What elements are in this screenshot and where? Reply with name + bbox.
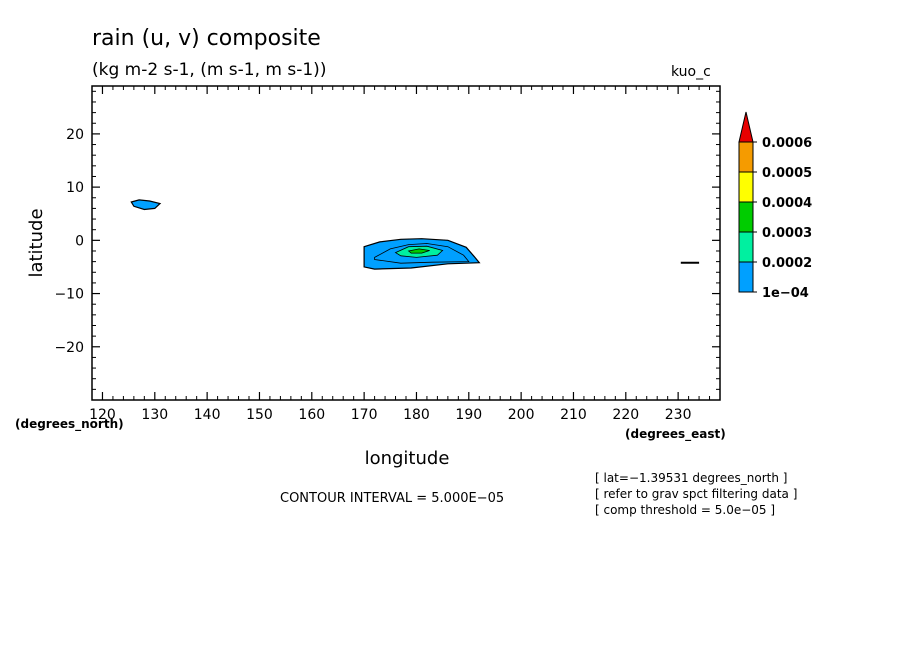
contour-region-0	[130, 199, 162, 211]
x-tick-label: 120	[89, 407, 116, 423]
chart-title: rain (u, v) composite	[92, 26, 321, 51]
y-tick-label: −10	[54, 287, 84, 303]
colorbar-extend-triangle	[738, 111, 754, 143]
x-tick-label: 170	[351, 407, 378, 423]
x-tick-labels: 120 130 140 150 160 170 180 190 200 210 220 230	[89, 407, 691, 423]
y-units-label: (degrees_north)	[15, 417, 124, 432]
colorbar-label: 0.0004	[762, 196, 812, 211]
chart-subtitle: (kg m-2 s-1, (m s-1, m s-1))	[92, 60, 326, 80]
x-tick-label: 130	[141, 407, 168, 423]
colorbar-swatch	[738, 201, 754, 233]
x-axis-label: longitude	[365, 448, 450, 469]
colorbar-label: 0.0002	[762, 256, 812, 271]
y-tick-label: −20	[54, 340, 84, 356]
contour-regions	[130, 199, 481, 270]
note-line: [ refer to grav spct filtering data ]	[595, 487, 797, 501]
x-tick-label: 180	[403, 407, 430, 423]
colorbar-swatch	[738, 261, 754, 293]
notes-block: [ lat=−1.39531 degrees_north ] [ refer to…	[595, 471, 797, 517]
y-tick-label: 20	[66, 127, 84, 143]
x-tick-label: 190	[455, 407, 482, 423]
x-tick-label: 230	[665, 407, 692, 423]
colorbar: 0.0006 0.0005 0.0004 0.0003 0.0002 1e−04	[738, 111, 812, 301]
contour-region-4	[407, 248, 430, 254]
major-ticks	[92, 86, 720, 400]
colorbar-label: 1e−04	[762, 286, 809, 301]
colorbar-label: 0.0005	[762, 166, 812, 181]
colorbar-swatch	[738, 141, 754, 173]
x-tick-label: 220	[612, 407, 639, 423]
colorbar-label: 0.0006	[762, 136, 812, 151]
colorbar-label: 0.0003	[762, 226, 812, 241]
colorbar-swatch	[738, 171, 754, 203]
model-label: kuo_c	[671, 64, 711, 80]
x-tick-label: 210	[560, 407, 587, 423]
y-tick-label: 10	[66, 180, 84, 196]
x-tick-label: 140	[194, 407, 221, 423]
y-tick-labels: 20 10 0 −10 −20	[54, 127, 84, 356]
x-tick-label: 150	[246, 407, 273, 423]
x-tick-label: 200	[508, 407, 535, 423]
plot-frame	[91, 85, 721, 401]
plot-area	[91, 85, 721, 401]
contour-interval-text: CONTOUR INTERVAL = 5.000E−05	[280, 491, 504, 506]
y-tick-label: 0	[75, 233, 84, 249]
colorbar-swatch	[738, 231, 754, 263]
x-units-label: (degrees_east)	[625, 427, 726, 442]
y-axis-label: latitude	[26, 208, 47, 277]
note-line: [ lat=−1.39531 degrees_north ]	[595, 471, 787, 485]
x-tick-label: 160	[298, 407, 325, 423]
note-line: [ comp threshold = 5.0e−05 ]	[595, 503, 775, 517]
